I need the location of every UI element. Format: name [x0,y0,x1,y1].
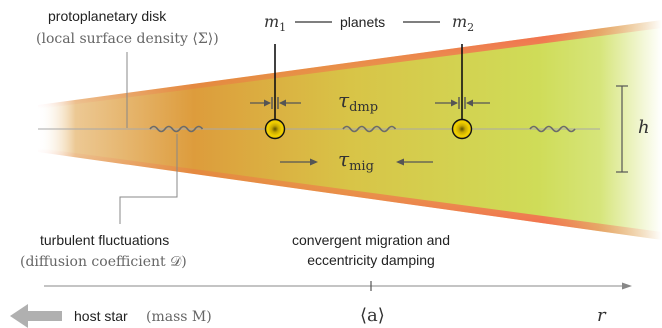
m2-label: m2 [452,12,474,34]
mean-a-label: ⟨a⟩ [360,305,385,326]
damping-arrows-m2 [435,97,490,109]
convergent-migration-line1: convergent migration and [292,232,450,248]
turbulence-wave-3 [529,125,576,133]
host-star-mass-label: (mass M) [146,309,212,325]
host-star-label: host star [74,308,128,324]
tau-mig-label: τmig [338,147,374,174]
scale-height-label: h [638,117,650,138]
turbulence-title-label: turbulent fluctuations [40,232,169,248]
convergent-migration-line2: eccentricity damping [307,252,435,268]
left-arrow-icon [10,304,62,328]
planet-m1 [264,44,286,140]
migration-arrow-left [396,158,433,166]
tau-dmp-label: τdmp [338,88,378,115]
disk-bottom-edge [38,148,662,240]
disk-title-label: protoplanetary disk [48,8,167,24]
r-axis-label: r [597,305,607,326]
turbulence-subtitle-label: (diffusion coefficient 𝒟) [20,254,187,270]
disk-wedge [38,20,662,240]
turbulence-leader [119,134,178,224]
disk-subtitle-label: (local surface density ⟨Σ⟩) [36,31,219,47]
radius-axis-arrowhead [622,282,632,290]
turbulence-wave-1 [149,125,204,133]
migration-arrow-right [280,158,318,166]
disk-body [38,20,662,240]
disk-top-edge [38,20,662,109]
scale-height-bracket [616,85,628,173]
planet-m2 [451,44,473,140]
planets-label: planets [340,14,385,30]
m1-label: m1 [264,12,286,34]
damping-arrows-m1 [250,97,301,109]
turbulence-wave-2 [342,125,397,133]
